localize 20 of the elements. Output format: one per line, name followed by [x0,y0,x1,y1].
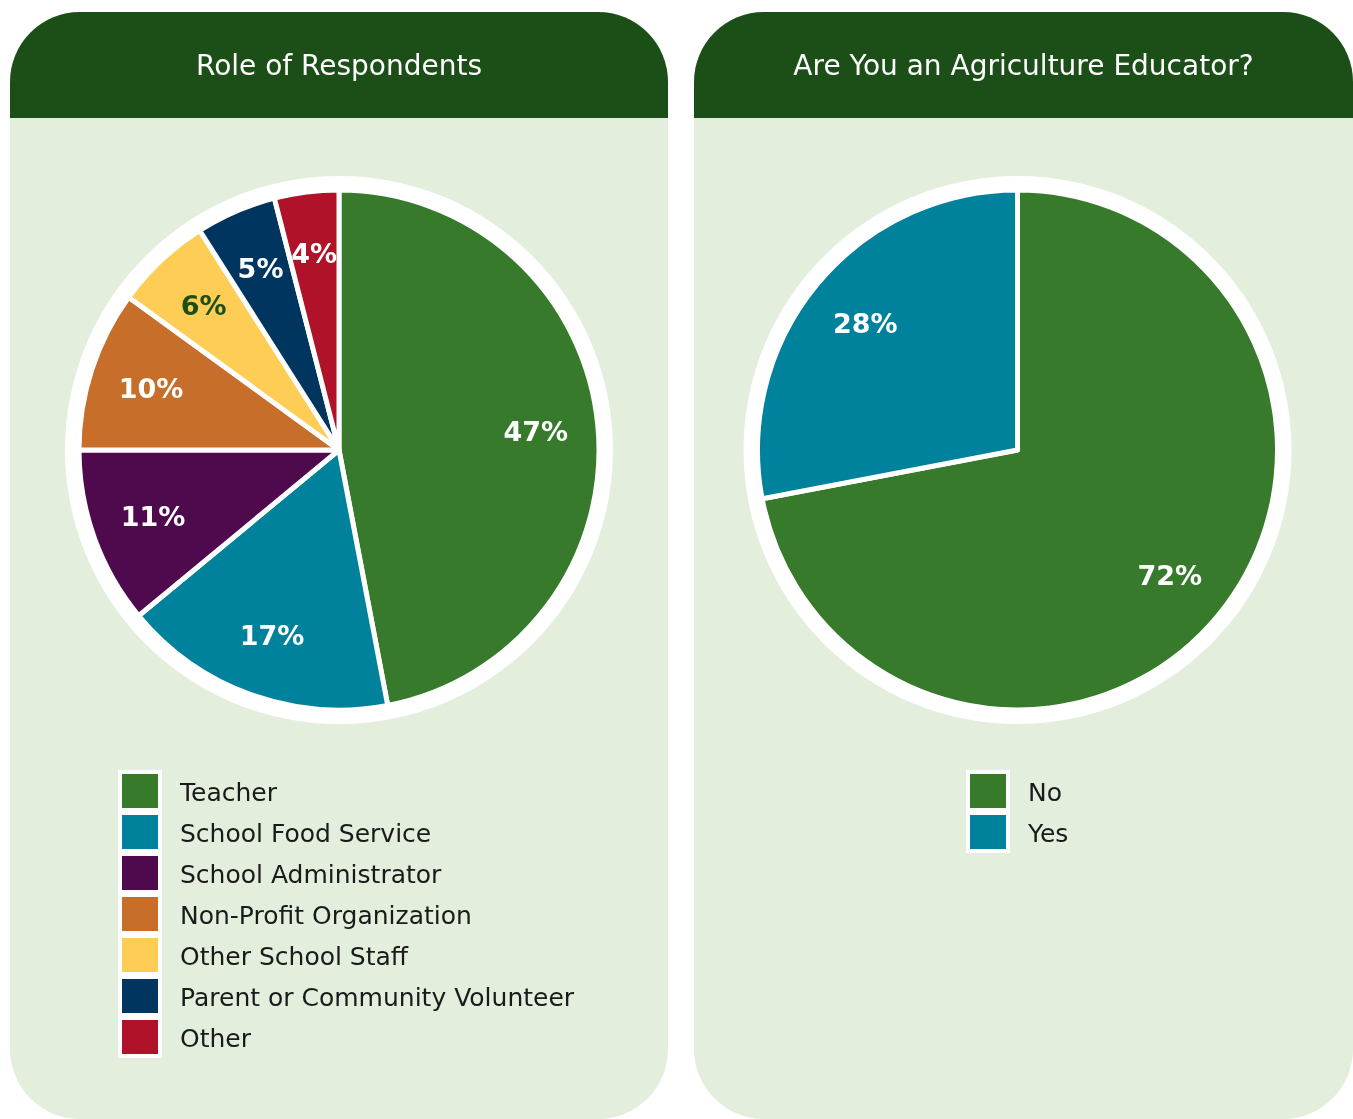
chart-title: Role of Respondents [195,49,483,82]
legend-label: School Food Service [180,819,432,848]
legend-label: Yes [1027,819,1069,848]
data-label: 72% [1137,560,1203,592]
legend-label: Other School Staff [180,942,409,971]
legend-label: School Administrator [180,860,443,889]
data-label: 10% [118,373,184,405]
legend-label: Parent or Community Volunteer [180,983,575,1012]
data-label: 47% [503,415,569,447]
legend-label: No [1028,778,1062,807]
chart-title: Are You an Agriculture Educator? [793,49,1254,82]
data-label: 28% [832,308,898,340]
legend-label: Non-Profit Organization [180,901,472,930]
data-label: 6% [180,290,227,322]
data-label: 5% [237,253,284,285]
legend-label: Teacher [179,778,278,807]
data-label: 17% [239,620,305,652]
legend-label: Other [180,1024,252,1053]
data-label: 4% [291,238,338,270]
data-label: 11% [120,501,186,533]
